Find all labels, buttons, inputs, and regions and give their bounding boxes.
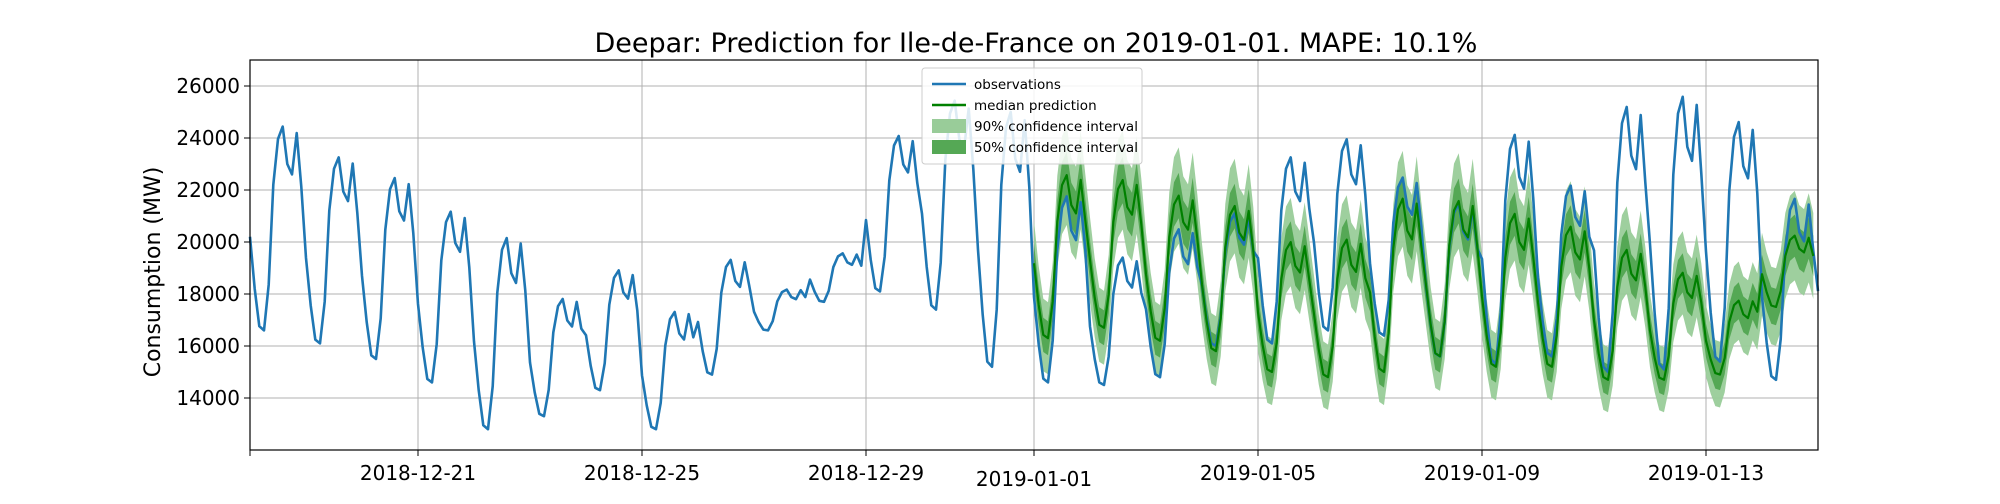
x-tick-label: 2018-12-29 bbox=[808, 461, 924, 485]
legend-box bbox=[921, 67, 1143, 165]
x-tick-label: 2018-12-25 bbox=[584, 461, 700, 485]
legend-swatch-band bbox=[932, 119, 966, 133]
legend-label: 50% confidence interval bbox=[974, 140, 1138, 156]
x-tick-label: 2019-01-13 bbox=[1648, 461, 1764, 485]
y-tick-label: 18000 bbox=[176, 282, 240, 306]
legend-label: 90% confidence interval bbox=[974, 119, 1138, 135]
x-tick-label: 2019-01-05 bbox=[1200, 461, 1316, 485]
tick-layer: 14000 16000 18000 20000 22000 24000 26000 2018-… bbox=[176, 74, 1764, 491]
x-tick-label: 2018-12-21 bbox=[360, 461, 476, 485]
y-tick-label: 24000 bbox=[176, 126, 240, 150]
series-line-observations bbox=[248, 95, 1820, 431]
y-tick-label: 26000 bbox=[176, 74, 240, 98]
y-tick-label: 22000 bbox=[176, 178, 240, 202]
legend-swatch-band bbox=[932, 140, 966, 154]
x-tick-label: 2019-01-01 bbox=[976, 467, 1092, 491]
y-tick-label: 16000 bbox=[176, 334, 240, 358]
y-tick-label: 20000 bbox=[176, 230, 240, 254]
y-tick-label: 14000 bbox=[176, 386, 240, 410]
series-line-median-prediction bbox=[1032, 174, 1815, 381]
legend: observations median prediction 90% confide… bbox=[921, 67, 1143, 165]
legend-label: observations bbox=[974, 77, 1061, 93]
x-tick-label: 2019-01-09 bbox=[1424, 461, 1540, 485]
series-layer bbox=[248, 95, 1820, 431]
legend-label: median prediction bbox=[974, 98, 1097, 114]
y-axis-label: Consumption (MW) bbox=[141, 167, 166, 378]
chart-title: Deepar: Prediction for Ile-de-France on … bbox=[595, 28, 1478, 59]
